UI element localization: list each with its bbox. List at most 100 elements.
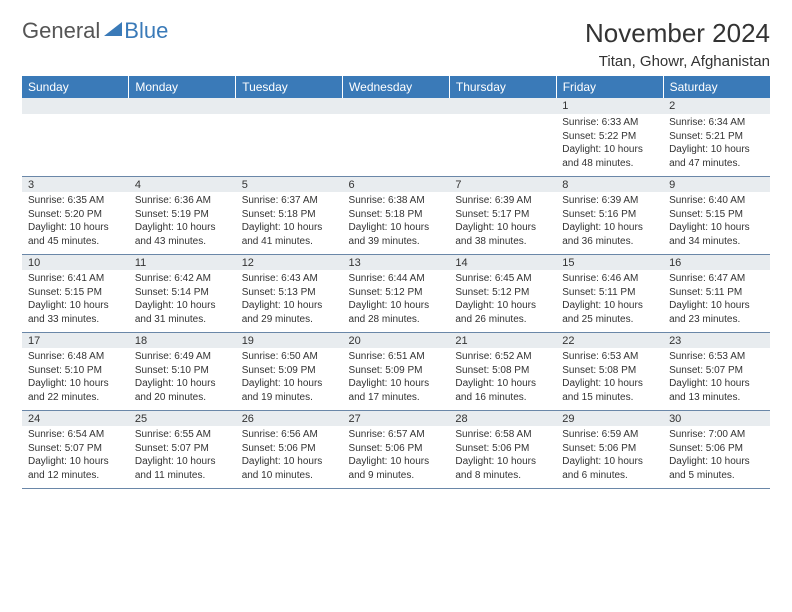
- weekday-header: Friday: [556, 76, 663, 98]
- daylight-text: Daylight: 10 hours and 25 minutes.: [562, 299, 657, 326]
- content-row: Sunrise: 6:35 AMSunset: 5:20 PMDaylight:…: [22, 192, 770, 254]
- daylight-text: Daylight: 10 hours and 23 minutes.: [669, 299, 764, 326]
- day-cell: Sunrise: 6:51 AMSunset: 5:09 PMDaylight:…: [343, 348, 450, 410]
- day-number: 10: [22, 254, 129, 270]
- day-cell: Sunrise: 6:34 AMSunset: 5:21 PMDaylight:…: [663, 114, 770, 176]
- sunset-text: Sunset: 5:07 PM: [135, 442, 230, 456]
- day-number: 27: [343, 410, 450, 426]
- day-number: 7: [449, 176, 556, 192]
- daylight-text: Daylight: 10 hours and 36 minutes.: [562, 221, 657, 248]
- daylight-text: Daylight: 10 hours and 20 minutes.: [135, 377, 230, 404]
- sunset-text: Sunset: 5:20 PM: [28, 208, 123, 222]
- day-cell: [449, 114, 556, 176]
- sunrise-text: Sunrise: 6:42 AM: [135, 272, 230, 286]
- sunrise-text: Sunrise: 6:36 AM: [135, 194, 230, 208]
- logo-text-blue: Blue: [124, 18, 168, 44]
- daylight-text: Daylight: 10 hours and 6 minutes.: [562, 455, 657, 482]
- daylight-text: Daylight: 10 hours and 45 minutes.: [28, 221, 123, 248]
- sunset-text: Sunset: 5:15 PM: [28, 286, 123, 300]
- day-cell: [343, 114, 450, 176]
- content-row: Sunrise: 6:48 AMSunset: 5:10 PMDaylight:…: [22, 348, 770, 410]
- day-cell: Sunrise: 6:52 AMSunset: 5:08 PMDaylight:…: [449, 348, 556, 410]
- daylight-text: Daylight: 10 hours and 9 minutes.: [349, 455, 444, 482]
- sunrise-text: Sunrise: 7:00 AM: [669, 428, 764, 442]
- day-cell: Sunrise: 7:00 AMSunset: 5:06 PMDaylight:…: [663, 426, 770, 488]
- day-cell: Sunrise: 6:55 AMSunset: 5:07 PMDaylight:…: [129, 426, 236, 488]
- weekday-header: Tuesday: [236, 76, 343, 98]
- daylight-text: Daylight: 10 hours and 17 minutes.: [349, 377, 444, 404]
- day-number: [449, 98, 556, 114]
- sunrise-text: Sunrise: 6:51 AM: [349, 350, 444, 364]
- sunset-text: Sunset: 5:17 PM: [455, 208, 550, 222]
- day-number: 3: [22, 176, 129, 192]
- weekday-header-row: Sunday Monday Tuesday Wednesday Thursday…: [22, 76, 770, 98]
- sunrise-text: Sunrise: 6:46 AM: [562, 272, 657, 286]
- sunrise-text: Sunrise: 6:45 AM: [455, 272, 550, 286]
- day-cell: Sunrise: 6:49 AMSunset: 5:10 PMDaylight:…: [129, 348, 236, 410]
- day-cell: Sunrise: 6:43 AMSunset: 5:13 PMDaylight:…: [236, 270, 343, 332]
- sunrise-text: Sunrise: 6:58 AM: [455, 428, 550, 442]
- day-number: 29: [556, 410, 663, 426]
- day-cell: Sunrise: 6:45 AMSunset: 5:12 PMDaylight:…: [449, 270, 556, 332]
- day-cell: Sunrise: 6:38 AMSunset: 5:18 PMDaylight:…: [343, 192, 450, 254]
- daylight-text: Daylight: 10 hours and 11 minutes.: [135, 455, 230, 482]
- content-row: Sunrise: 6:54 AMSunset: 5:07 PMDaylight:…: [22, 426, 770, 488]
- day-cell: Sunrise: 6:41 AMSunset: 5:15 PMDaylight:…: [22, 270, 129, 332]
- day-cell: Sunrise: 6:48 AMSunset: 5:10 PMDaylight:…: [22, 348, 129, 410]
- sunrise-text: Sunrise: 6:43 AM: [242, 272, 337, 286]
- sunset-text: Sunset: 5:07 PM: [28, 442, 123, 456]
- daylight-text: Daylight: 10 hours and 10 minutes.: [242, 455, 337, 482]
- page-header: General Blue November 2024 Titan, Ghowr,…: [22, 18, 770, 70]
- calendar-body: 12 Sunrise: 6:33 AMSunset: 5:22 PM Dayligh…: [22, 98, 770, 488]
- daylight-text: Daylight: 10 hours and 38 minutes.: [455, 221, 550, 248]
- sunset-text: Sunset: 5:18 PM: [242, 208, 337, 222]
- day-cell: Sunrise: 6:53 AMSunset: 5:08 PMDaylight:…: [556, 348, 663, 410]
- day-cell: Sunrise: 6:57 AMSunset: 5:06 PMDaylight:…: [343, 426, 450, 488]
- sunset-text: Sunset: 5:13 PM: [242, 286, 337, 300]
- weekday-header: Sunday: [22, 76, 129, 98]
- day-number: 28: [449, 410, 556, 426]
- daylight-text: Daylight: 10 hours and 16 minutes.: [455, 377, 550, 404]
- sunset-text: Sunset: 5:15 PM: [669, 208, 764, 222]
- day-number: 13: [343, 254, 450, 270]
- weekday-header: Wednesday: [343, 76, 450, 98]
- day-number: 9: [663, 176, 770, 192]
- day-number: 21: [449, 332, 556, 348]
- day-number: 5: [236, 176, 343, 192]
- sunset-text: Sunset: 5:11 PM: [562, 286, 657, 300]
- day-cell: Sunrise: 6:54 AMSunset: 5:07 PMDaylight:…: [22, 426, 129, 488]
- daylight-text: Daylight: 10 hours and 39 minutes.: [349, 221, 444, 248]
- sunrise-text: Sunrise: 6:39 AM: [562, 194, 657, 208]
- day-number: 14: [449, 254, 556, 270]
- sunset-text: Sunset: 5:08 PM: [562, 364, 657, 378]
- sunset-text: Sunset: 5:10 PM: [135, 364, 230, 378]
- daynum-row: 12: [22, 98, 770, 114]
- day-cell: Sunrise: 6:47 AMSunset: 5:11 PMDaylight:…: [663, 270, 770, 332]
- day-number: 8: [556, 176, 663, 192]
- weekday-header: Saturday: [663, 76, 770, 98]
- sail-icon: [104, 22, 122, 36]
- day-number: 17: [22, 332, 129, 348]
- sunrise-text: Sunrise: 6:49 AM: [135, 350, 230, 364]
- sunset-text: Sunset: 5:07 PM: [669, 364, 764, 378]
- sunrise-text: Sunrise: 6:33 AM: [562, 116, 657, 130]
- weekday-header: Thursday: [449, 76, 556, 98]
- day-number: 30: [663, 410, 770, 426]
- daylight-text: Daylight: 10 hours and 34 minutes.: [669, 221, 764, 248]
- title-block: November 2024 Titan, Ghowr, Afghanistan: [585, 18, 770, 70]
- content-row: Sunrise: 6:41 AMSunset: 5:15 PMDaylight:…: [22, 270, 770, 332]
- sunrise-text: Sunrise: 6:50 AM: [242, 350, 337, 364]
- daylight-text: Daylight: 10 hours and 31 minutes.: [135, 299, 230, 326]
- sunrise-text: Sunrise: 6:56 AM: [242, 428, 337, 442]
- day-number: [343, 98, 450, 114]
- sunrise-text: Sunrise: 6:57 AM: [349, 428, 444, 442]
- day-number: 22: [556, 332, 663, 348]
- daylight-text: Daylight: 10 hours and 28 minutes.: [349, 299, 444, 326]
- sunrise-text: Sunrise: 6:35 AM: [28, 194, 123, 208]
- sunrise-text: Sunrise: 6:59 AM: [562, 428, 657, 442]
- sunset-text: Sunset: 5:22 PM: [562, 130, 657, 144]
- sunrise-text: Sunrise: 6:47 AM: [669, 272, 764, 286]
- sunset-text: Sunset: 5:16 PM: [562, 208, 657, 222]
- daylight-text: Daylight: 10 hours and 5 minutes.: [669, 455, 764, 482]
- day-cell: Sunrise: 6:35 AMSunset: 5:20 PMDaylight:…: [22, 192, 129, 254]
